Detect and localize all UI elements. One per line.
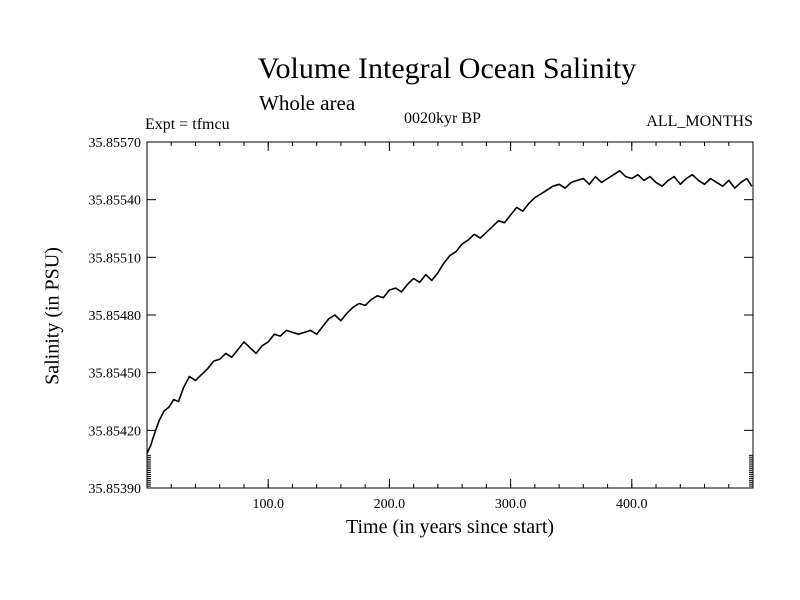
x-tick-label: 200.0 xyxy=(374,497,406,512)
months-label: ALL_MONTHS xyxy=(646,113,753,130)
period-label: 0020kyr BP xyxy=(404,110,481,127)
chart-subtitle: Whole area xyxy=(259,91,356,115)
x-tick-label: 100.0 xyxy=(252,497,284,512)
y-tick-label: 35.85480 xyxy=(89,309,142,324)
y-tick-label: 35.85540 xyxy=(89,194,142,209)
y-tick-label: 35.85390 xyxy=(89,482,142,497)
x-tick-label: 300.0 xyxy=(495,497,527,512)
plot-frame xyxy=(146,141,754,489)
salinity-series-line xyxy=(146,170,753,454)
y-tick-label: 35.85570 xyxy=(89,136,142,151)
y-tick-label: 35.85510 xyxy=(89,251,142,266)
y-tick-label: 35.85450 xyxy=(89,367,142,382)
x-axis-label: Time (in years since start) xyxy=(345,516,555,538)
chart-title: Volume Integral Ocean Salinity xyxy=(257,52,637,85)
y-tick-label: 35.85420 xyxy=(89,424,142,439)
experiment-label: Expt = tfmcu xyxy=(145,116,230,133)
x-tick-label: 400.0 xyxy=(616,497,648,512)
